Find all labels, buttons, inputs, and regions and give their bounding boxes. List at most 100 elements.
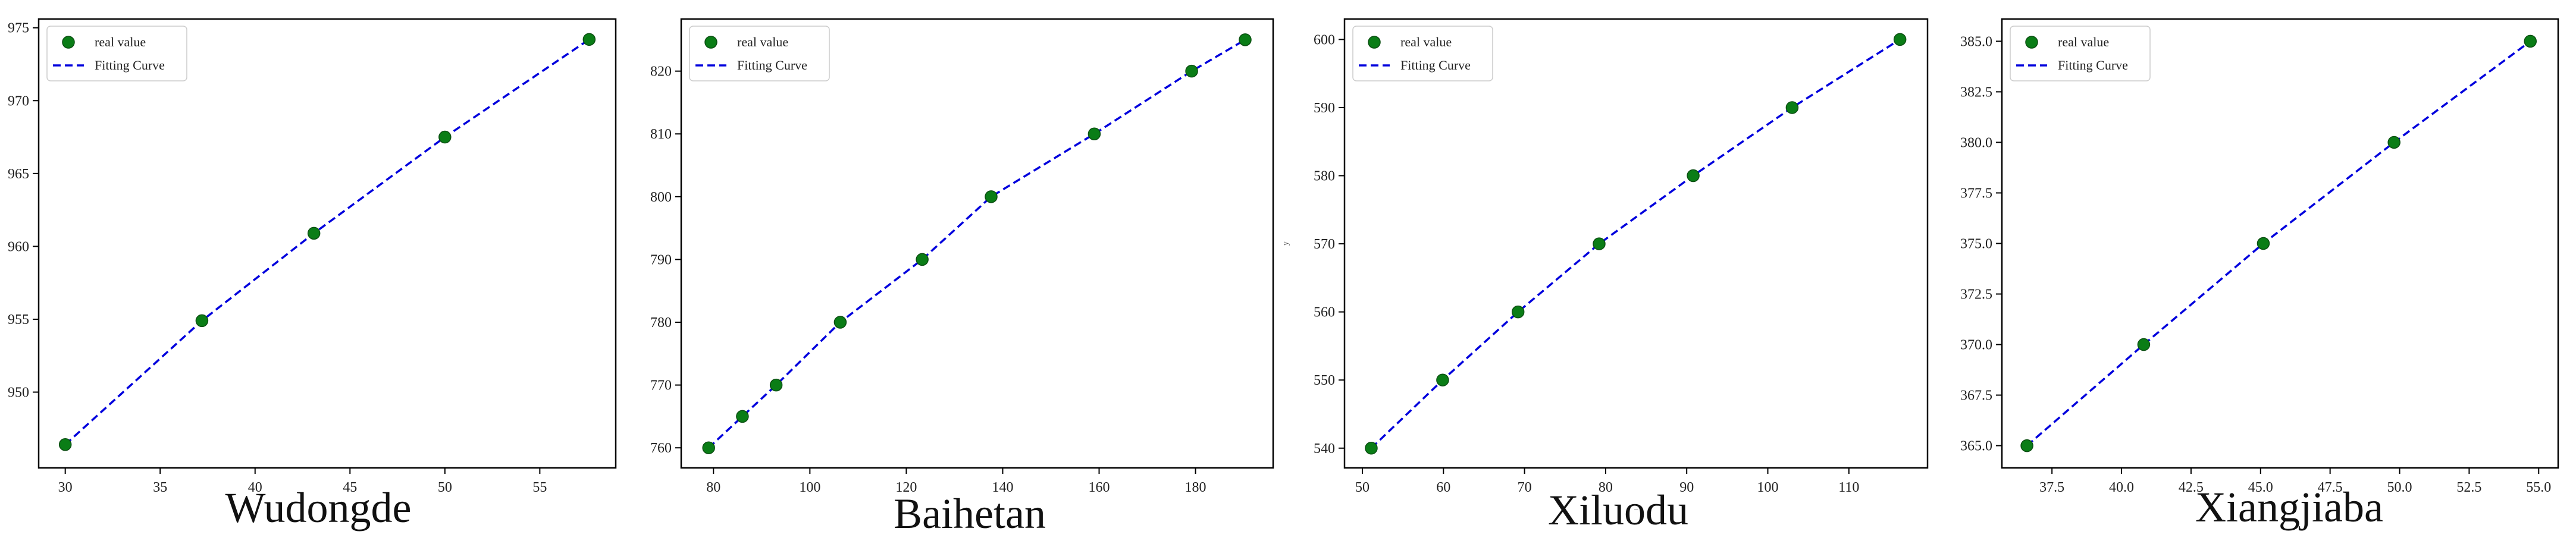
x-tick-label: 180	[1185, 480, 1206, 495]
x-tick-label: 42.5	[2179, 480, 2204, 495]
panel-title: Baihetan	[894, 490, 1046, 537]
x-tick-label: 30	[58, 480, 73, 495]
fitting-curve-line	[707, 39, 1246, 449]
data-point	[2524, 34, 2537, 48]
chart-panel-2: 80 100 120 140 160 180 760 770 780 790 800 810 820 re…	[650, 18, 1274, 537]
data-point	[1893, 33, 1907, 46]
x-tick-label: 100	[1757, 480, 1778, 495]
data-point	[2020, 439, 2033, 452]
legend-box	[2010, 26, 2151, 81]
fitting-curve-line	[1370, 38, 1901, 449]
x-tick-label: 55	[532, 480, 547, 495]
legend-label-line: Fitting Curve	[2058, 58, 2128, 73]
data-point	[1239, 33, 1252, 46]
legend-label-points: real value	[737, 34, 788, 49]
x-tick-label: 35	[153, 480, 167, 495]
fitting-curve-line	[2026, 40, 2531, 446]
data-point	[438, 130, 452, 144]
axes-frame	[680, 18, 1274, 469]
x-tick-label: 50	[1355, 480, 1370, 495]
x-tick-label: 37.5	[2039, 480, 2064, 495]
y-tick-label: 375.0	[1960, 237, 1992, 252]
y-tick-label: 377.5	[1960, 185, 1992, 201]
data-point	[1593, 237, 1606, 250]
y-tick-label: 950	[8, 385, 29, 401]
data-point	[2257, 237, 2270, 250]
legend-box	[1352, 26, 1493, 81]
data-point	[985, 190, 998, 203]
x-tick-label: 80	[1599, 480, 1613, 495]
data-point	[195, 314, 209, 328]
x-tick-label: 80	[706, 480, 720, 495]
data-point	[769, 378, 783, 392]
legend-label-points: real value	[95, 34, 146, 49]
y-tick-label: 965	[8, 166, 29, 182]
x-tick-label: 160	[1088, 480, 1110, 495]
y-tick-label: 770	[650, 378, 672, 394]
y-tick-label: 367.5	[1960, 388, 1992, 404]
legend-label-line: Fitting Curve	[737, 58, 807, 73]
x-tick-label: 47.5	[2318, 480, 2343, 495]
x-tick-label: 90	[1679, 480, 1694, 495]
panel-title: Xiluodu	[1548, 486, 1688, 534]
x-tick-label: 55.0	[2526, 480, 2551, 495]
axes-frame	[2001, 18, 2559, 469]
x-tick-label: 100	[799, 480, 820, 495]
x-tick-label: 50	[438, 480, 452, 495]
legend-label-line: Fitting Curve	[1400, 58, 1471, 73]
y-tick-label: 580	[1314, 169, 1335, 184]
x-tick-label: 140	[992, 480, 1013, 495]
data-point	[582, 33, 596, 46]
legend-box	[46, 26, 187, 81]
legend-point-marker	[2025, 36, 2038, 49]
axes-frame	[1343, 18, 1929, 469]
y-tick-label: 570	[1314, 237, 1335, 252]
data-point	[1185, 64, 1198, 78]
data-point	[833, 316, 847, 329]
x-tick-label: 60	[1436, 480, 1450, 495]
chart-panel-4: 37.5 40.0 42.5 45.0 47.5 50.0 52.5 55.0 365.0 367…	[1960, 18, 2559, 531]
x-tick-label: 45	[343, 480, 357, 495]
chart-panel-3: 50 60 70 80 90 100 110 540 550 560 570 580 590 600 _ y r…	[1281, 18, 1929, 534]
y-tick-label: 600	[1314, 32, 1335, 48]
panel-title: Wudongde	[225, 484, 411, 532]
data-point	[1511, 305, 1525, 319]
data-point	[1365, 442, 1378, 455]
y-tick-label: 380.0	[1960, 135, 1992, 150]
y-tick-label: 970	[8, 93, 29, 109]
y-axis-label: y	[1281, 241, 1290, 246]
y-tick-label: 372.5	[1960, 287, 1992, 303]
legend-label-points: real value	[2058, 34, 2109, 49]
y-tick-label: 760	[650, 441, 672, 456]
x-tick-label: 40.0	[2109, 480, 2134, 495]
axes-frame	[37, 18, 617, 469]
x-tick-label: 110	[1838, 480, 1859, 495]
legend-box	[689, 26, 830, 81]
y-tick-label: 370.0	[1960, 338, 1992, 353]
x-tick-label: 52.5	[2456, 480, 2481, 495]
y-tick-label: 960	[8, 239, 29, 254]
legend-label-points: real value	[1400, 34, 1452, 49]
y-tick-label: 590	[1314, 100, 1335, 116]
data-point	[1436, 373, 1449, 386]
x-tick-label: 50.0	[2387, 480, 2412, 495]
y-tick-label: 382.5	[1960, 84, 1992, 100]
data-point	[736, 410, 749, 423]
data-point	[58, 438, 72, 451]
x-tick-label: 45.0	[2248, 480, 2273, 495]
data-point	[702, 441, 715, 454]
data-point	[307, 227, 321, 240]
y-tick-label: 540	[1314, 441, 1335, 457]
x-tick-label: 70	[1518, 480, 1532, 495]
y-tick-label: 800	[650, 190, 672, 205]
data-point	[916, 253, 929, 266]
y-tick-label: 820	[650, 64, 672, 80]
data-point	[1687, 169, 1700, 183]
y-tick-label: 560	[1314, 305, 1335, 320]
panel-title: Xiangjiaba	[2195, 483, 2383, 531]
x-tick-label: 40	[248, 480, 262, 495]
chart-panel-1: 30 35 40 45 50 55 950 955 960 965 970 975 real value…	[8, 18, 617, 532]
data-point	[1785, 101, 1799, 114]
fitting-curve-line	[64, 38, 590, 446]
y-tick-label: 790	[650, 252, 672, 268]
